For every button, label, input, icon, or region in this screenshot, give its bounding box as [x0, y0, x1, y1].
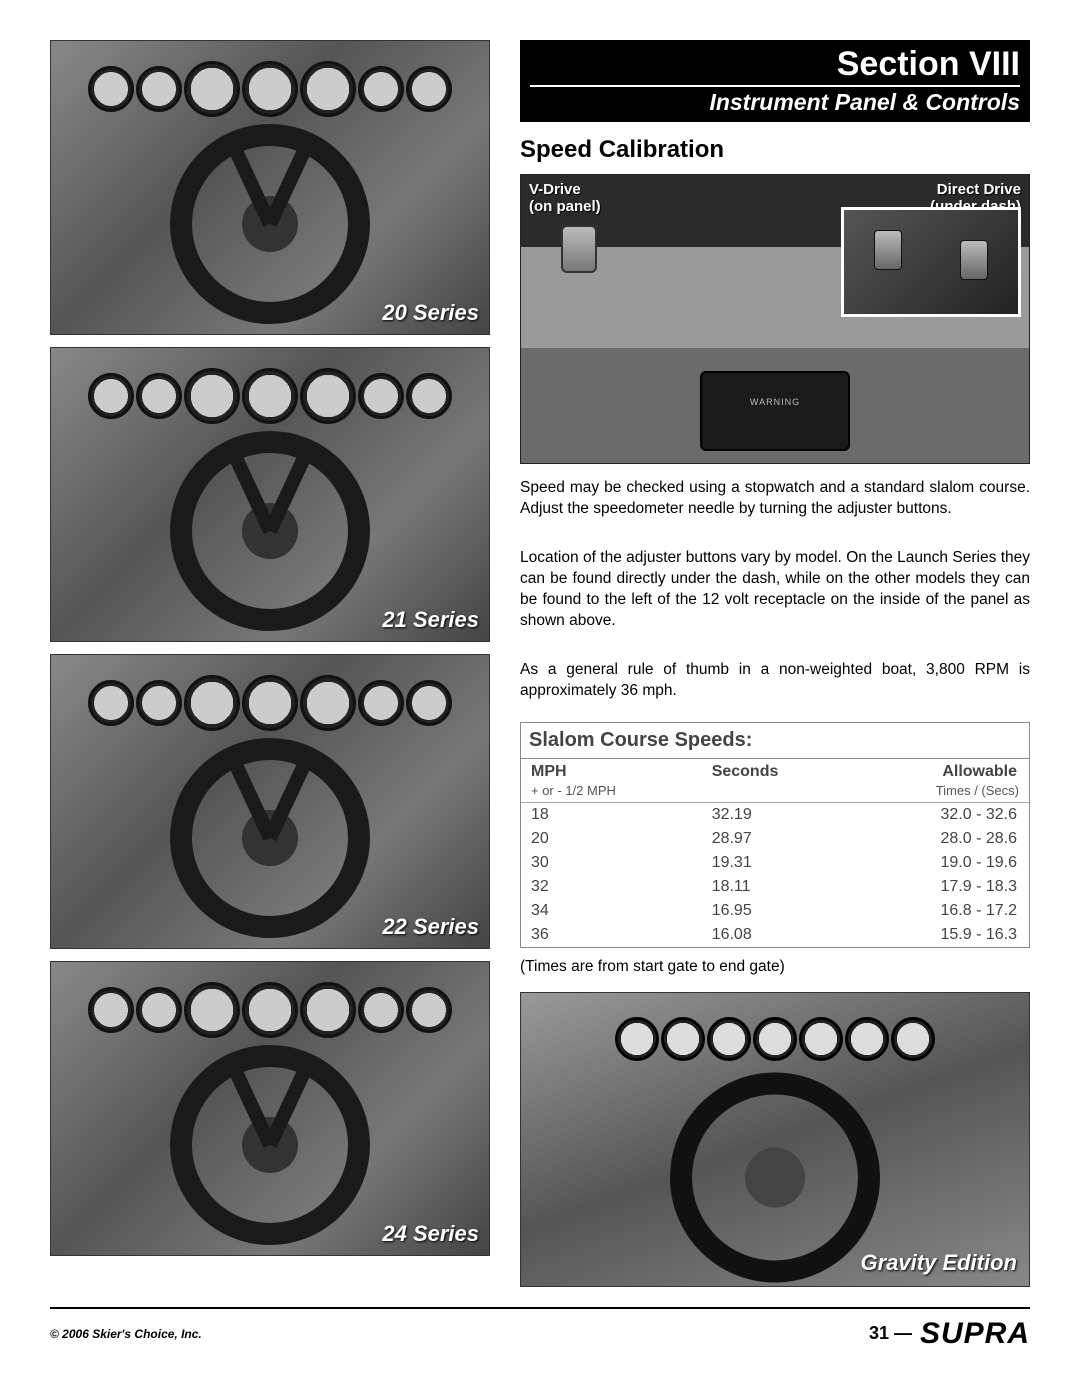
table-cell: 19.0 - 19.6	[851, 851, 1029, 875]
table-row: 3416.9516.8 - 17.2	[521, 899, 1029, 923]
table-cell: 16.8 - 17.2	[851, 899, 1029, 923]
subhead-left: + or - 1/2 MPH	[521, 783, 702, 803]
table-cell: 32	[521, 875, 702, 899]
brand-logo: SUPRA	[920, 1317, 1030, 1351]
section-header: Section VIII Instrument Panel & Controls	[520, 40, 1030, 122]
table-cell: 28.97	[702, 827, 851, 851]
table-cell: 34	[521, 899, 702, 923]
copyright: © 2006 Skier's Choice, Inc.	[50, 1327, 202, 1341]
page-number: 31 —	[869, 1323, 912, 1344]
dash-photo-24-series: 24 Series	[50, 961, 490, 1256]
photo-caption: 20 Series	[382, 300, 479, 326]
table-cell: 18.11	[702, 875, 851, 899]
photo-caption: 22 Series	[382, 914, 479, 940]
table-row: 3019.3119.0 - 19.6	[521, 851, 1029, 875]
paragraph-3: As a general rule of thumb in a non-weig…	[520, 660, 1030, 702]
col-allowable: Allowable	[851, 759, 1029, 783]
col-mph: MPH	[521, 759, 702, 783]
paragraph-1: Speed may be checked using a stopwatch a…	[520, 478, 1030, 520]
dash-photo-22-series: 22 Series	[50, 654, 490, 949]
calibration-photo: V-Drive (on panel) Direct Drive (under d…	[520, 174, 1030, 464]
table-cell: 16.95	[702, 899, 851, 923]
dash-photo-21-series: 21 Series	[50, 347, 490, 642]
table-cell: 32.0 - 32.6	[851, 802, 1029, 827]
section-title: Section VIII	[530, 46, 1020, 87]
table-cell: 19.31	[702, 851, 851, 875]
vdrive-label: V-Drive (on panel)	[529, 181, 601, 215]
warning-plate: WARNING	[700, 371, 850, 451]
table-cell: 20	[521, 827, 702, 851]
adjuster-knob-icon	[561, 225, 597, 273]
table-cell: 28.0 - 28.6	[851, 827, 1029, 851]
dash-photo-20-series: 20 Series	[50, 40, 490, 335]
table-cell: 18	[521, 802, 702, 827]
photo-caption: 24 Series	[382, 1221, 479, 1247]
paragraph-2: Location of the adjuster buttons vary by…	[520, 548, 1030, 632]
table-cell: 32.19	[702, 802, 851, 827]
inset-photo	[841, 207, 1021, 317]
heading-speed-calibration: Speed Calibration	[520, 136, 1030, 164]
table-row: 3218.1117.9 - 18.3	[521, 875, 1029, 899]
table-row: 2028.9728.0 - 28.6	[521, 827, 1029, 851]
right-column: Section VIII Instrument Panel & Controls…	[520, 40, 1030, 1287]
table-note: (Times are from start gate to end gate)	[520, 958, 1030, 976]
table-cell: 16.08	[702, 923, 851, 947]
col-seconds: Seconds	[702, 759, 851, 783]
photo-caption: Gravity Edition	[861, 1250, 1017, 1276]
table-cell: 30	[521, 851, 702, 875]
table-row: 1832.1932.0 - 32.6	[521, 802, 1029, 827]
left-photo-column: 20 Series 21 Series 22 Series 24 Series	[50, 40, 490, 1287]
table-cell: 15.9 - 16.3	[851, 923, 1029, 947]
photo-caption: 21 Series	[382, 607, 479, 633]
table-title: Slalom Course Speeds:	[521, 723, 1029, 759]
table-cell: 36	[521, 923, 702, 947]
slalom-speeds-table: Slalom Course Speeds: MPH Seconds Allowa…	[520, 722, 1030, 948]
subhead-right: Times / (Secs)	[851, 783, 1029, 803]
table-cell: 17.9 - 18.3	[851, 875, 1029, 899]
page-footer: © 2006 Skier's Choice, Inc. 31 — SUPRA	[50, 1307, 1030, 1351]
gravity-edition-photo: Gravity Edition	[520, 992, 1030, 1287]
section-subtitle: Instrument Panel & Controls	[530, 89, 1020, 116]
table-row: 3616.0815.9 - 16.3	[521, 923, 1029, 947]
